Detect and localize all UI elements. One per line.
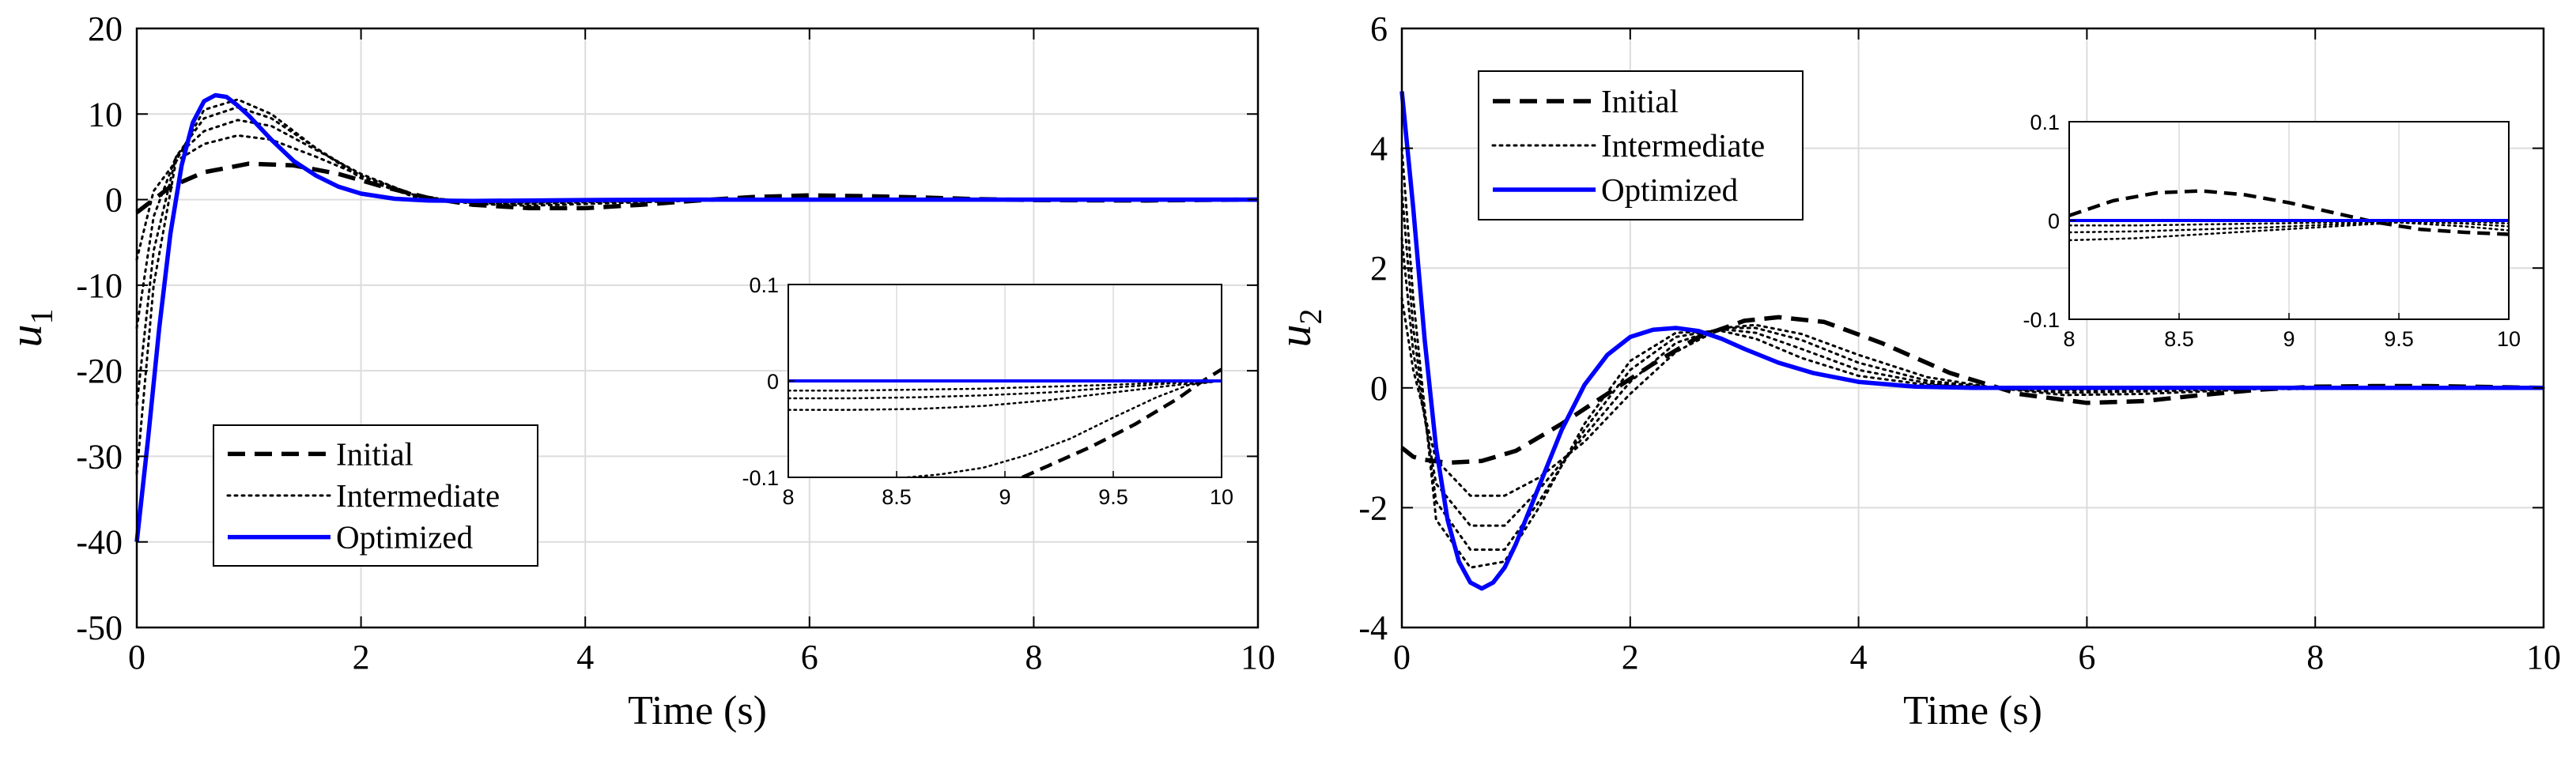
u1-inset-xtick-label: 9 xyxy=(999,485,1010,509)
u1-y-axis-subscript: 1 xyxy=(24,309,59,325)
u1-inset-series-intermediate-3 xyxy=(788,379,1222,400)
u1-xtick-label: 8 xyxy=(1025,638,1042,676)
u2-inset-ytick-label: 0.1 xyxy=(2030,111,2060,134)
u1-ytick-label: -40 xyxy=(76,523,123,562)
u1-xtick-label: 2 xyxy=(353,638,370,676)
u1-xtick-label: 6 xyxy=(801,638,818,676)
u1-ytick-label: 20 xyxy=(88,9,123,48)
u1-inset-series-intermediate-2 xyxy=(788,379,1222,411)
u1-ytick-label: -50 xyxy=(76,609,123,647)
u2-xtick-label: 10 xyxy=(2526,638,2561,676)
u1-inset-xtick-label: 8 xyxy=(782,485,794,509)
u2-inset: 8 8.5 9 9.5 10 -0.1 0 0.1 xyxy=(2023,111,2521,351)
u1-inset-xtick-label: 10 xyxy=(1210,485,1233,509)
u2-inset-ytick-label: -0.1 xyxy=(2023,308,2060,332)
u2-ytick-label: -4 xyxy=(1358,609,1388,647)
u2-inset-xtick-label: 8 xyxy=(2063,327,2075,351)
u2-inset-ytick-label: 0 xyxy=(2048,209,2060,233)
u2-y-axis-symbol: u xyxy=(1269,325,1320,348)
u1-xtick-label: 10 xyxy=(1241,638,1275,676)
u2-inset-series xyxy=(2069,189,2509,242)
u1-inset-ytick-label: 0.1 xyxy=(749,273,779,297)
u2-inset-series-intermediate-2 xyxy=(2069,220,2509,234)
u1-ytick-label: 10 xyxy=(88,95,123,134)
u2-ticks: 0 2 4 6 8 10 -4 -2 0 2 4 6 xyxy=(1358,9,2561,676)
u2-ytick-label: 2 xyxy=(1370,249,1388,288)
u1-y-axis-label: u1 xyxy=(0,309,59,348)
u2-legend-label-initial: Initial xyxy=(1601,83,1679,119)
u1-legend-label-optimized: Optimized xyxy=(336,519,473,556)
u1-xtick-label: 0 xyxy=(128,638,145,676)
u1-inset-series-intermediate-1 xyxy=(906,379,1222,477)
u2-y-axis-subscript: 2 xyxy=(1293,309,1328,325)
u1-xtick-label: 4 xyxy=(576,638,594,676)
u2-inset-xtick-label: 10 xyxy=(2497,327,2521,351)
u1-legend-label-initial: Initial xyxy=(336,435,414,472)
u2-ytick-label: -2 xyxy=(1358,488,1388,527)
u2-ytick-label: 0 xyxy=(1370,369,1388,408)
u2-xtick-label: 8 xyxy=(2306,638,2324,676)
u1-x-axis-label: Time (s) xyxy=(628,688,767,733)
u1-legend-box xyxy=(213,424,538,567)
u2-axes-frame xyxy=(1400,27,2545,629)
u2-series-intermediate-2 xyxy=(1400,236,2545,527)
u1-ticks: 0 2 4 6 8 10 -50 -40 -30 -20 -10 0 10 20 xyxy=(76,9,1275,676)
u2-series xyxy=(1399,91,2545,591)
u2-inset-series-intermediate-1 xyxy=(2069,221,2509,242)
u2-inset-xtick-label: 9 xyxy=(2283,327,2295,351)
u2-xtick-label: 4 xyxy=(1850,638,1868,676)
u1-ytick-label: -30 xyxy=(76,437,123,476)
u2-inset-xtick-label: 8.5 xyxy=(2164,327,2194,351)
u1-inset-xtick-label: 8.5 xyxy=(882,485,912,509)
u2-xtick-label: 2 xyxy=(1622,638,1639,676)
u2-inset-xtick-label: 9.5 xyxy=(2384,327,2414,351)
u1-series-optimized-5 xyxy=(134,92,1258,542)
u2-series-optimized-5 xyxy=(1399,91,2544,591)
u1-inset-ytick-label: 0 xyxy=(767,370,779,394)
u1-legend: Initial Intermediate Optimized xyxy=(213,424,538,567)
u1-series xyxy=(134,92,1260,542)
u2-y-axis-label: u2 xyxy=(1269,309,1328,348)
u1-inset-xtick-label: 9.5 xyxy=(1098,485,1128,509)
u1-y-axis-symbol: u xyxy=(0,325,51,348)
u2-x-axis-label: Time (s) xyxy=(1903,688,2042,733)
u2-legend-label-optimized: Optimized xyxy=(1601,171,1738,208)
u1-ytick-label: 0 xyxy=(105,181,123,220)
u1-inset-series xyxy=(788,367,1222,477)
u2-xtick-label: 6 xyxy=(2078,638,2095,676)
u2-inset-series-initial-0 xyxy=(2069,189,2509,236)
u1-legend-label-intermediate: Intermediate xyxy=(336,477,500,514)
u2-legend-box xyxy=(1478,70,1804,220)
u1-ytick-label: -10 xyxy=(76,266,123,305)
u2-ytick-label: 6 xyxy=(1370,9,1388,48)
u2-legend-label-intermediate: Intermediate xyxy=(1601,127,1765,164)
u2-series-intermediate-3 xyxy=(1400,189,2545,551)
u2-ytick-label: 4 xyxy=(1370,130,1388,168)
u2-xtick-label: 0 xyxy=(1393,638,1411,676)
u1-inset: 8 8.5 9 9.5 10 -0.1 0 0.1 xyxy=(742,273,1233,509)
u1-series-initial-0 xyxy=(135,161,1259,214)
u1-axes-frame xyxy=(135,27,1260,629)
u1-ytick-label: -20 xyxy=(76,352,123,390)
u1-inset-ytick-label: -0.1 xyxy=(742,466,779,490)
chart-u2: 0 2 4 6 8 10 -4 -2 0 2 4 6 8 8.5 9 9.5 10 -0.1 0 0.1 Initi… xyxy=(1269,9,2561,733)
u2-legend: Initial Intermediate Optimized xyxy=(1478,70,1804,220)
